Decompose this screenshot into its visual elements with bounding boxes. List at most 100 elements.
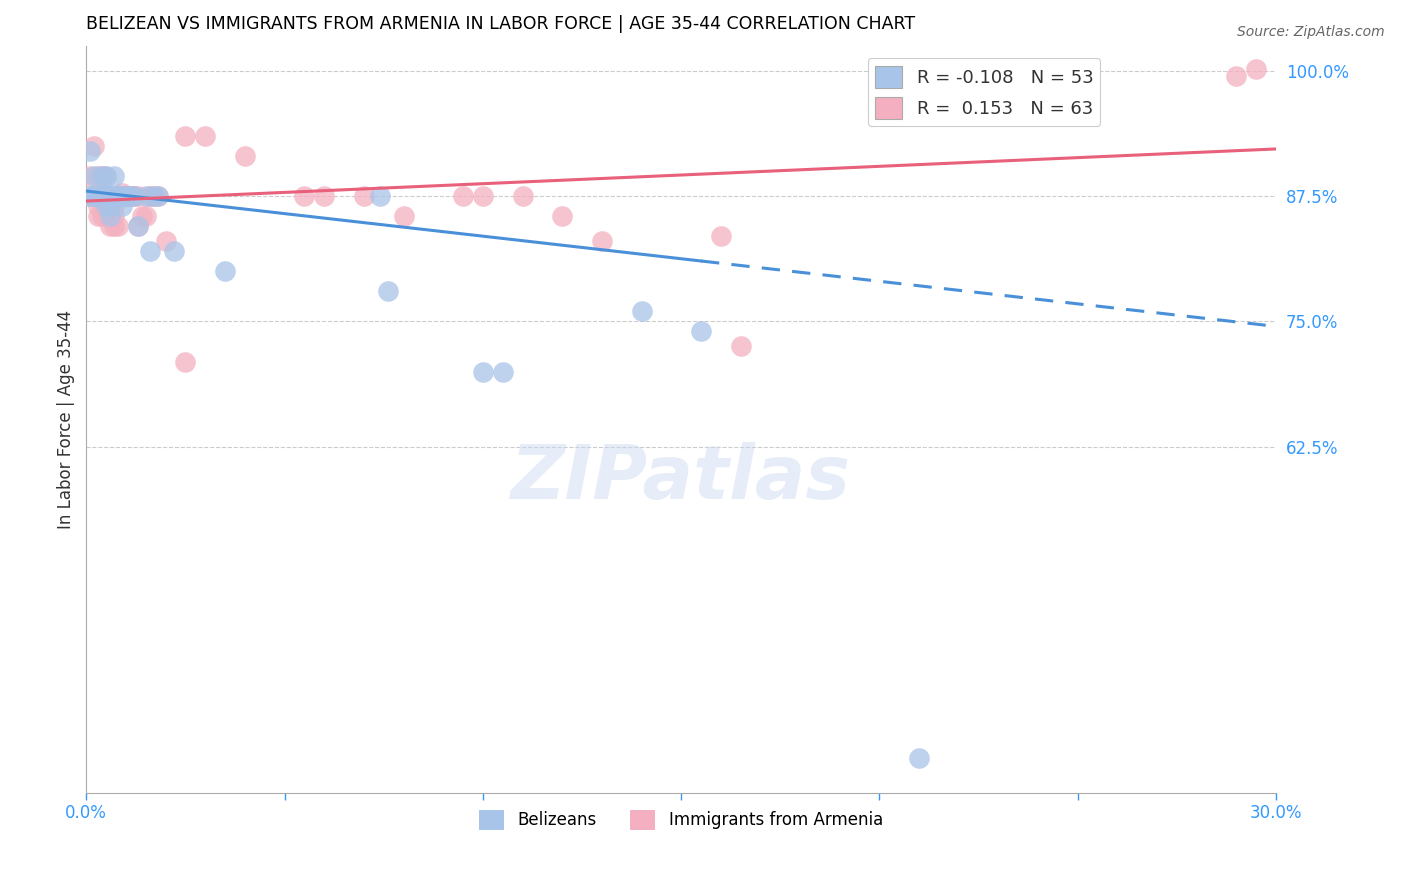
Point	[103, 189, 125, 203]
Point	[87, 189, 110, 203]
Point	[107, 189, 129, 203]
Point	[98, 209, 121, 223]
Point	[551, 209, 574, 223]
Point	[111, 189, 134, 203]
Point	[98, 189, 121, 203]
Point	[79, 189, 101, 203]
Point	[135, 189, 157, 203]
Point	[103, 189, 125, 203]
Point	[94, 189, 117, 203]
Point	[162, 244, 184, 259]
Point	[214, 264, 236, 278]
Point	[87, 199, 110, 213]
Point	[87, 189, 110, 203]
Point	[135, 209, 157, 223]
Point	[377, 285, 399, 299]
Point	[94, 199, 117, 213]
Point	[908, 750, 931, 764]
Point	[94, 189, 117, 203]
Point	[98, 219, 121, 234]
Point	[174, 128, 197, 143]
Point	[94, 209, 117, 223]
Text: BELIZEAN VS IMMIGRANTS FROM ARMENIA IN LABOR FORCE | AGE 35-44 CORRELATION CHART: BELIZEAN VS IMMIGRANTS FROM ARMENIA IN L…	[86, 15, 915, 33]
Point	[630, 304, 652, 318]
Point	[83, 139, 105, 153]
Point	[111, 189, 134, 203]
Point	[107, 219, 129, 234]
Point	[98, 189, 121, 203]
Point	[91, 189, 114, 203]
Point	[103, 209, 125, 223]
Point	[142, 189, 165, 203]
Point	[94, 199, 117, 213]
Point	[111, 199, 134, 213]
Point	[91, 189, 114, 203]
Point	[83, 169, 105, 183]
Point	[233, 149, 256, 163]
Point	[83, 189, 105, 203]
Point	[87, 189, 110, 203]
Point	[98, 209, 121, 223]
Point	[83, 189, 105, 203]
Point	[690, 325, 713, 339]
Point	[118, 189, 141, 203]
Point	[91, 169, 114, 183]
Point	[83, 189, 105, 203]
Point	[122, 189, 145, 203]
Point	[94, 169, 117, 183]
Point	[710, 229, 733, 244]
Point	[174, 354, 197, 368]
Point	[79, 144, 101, 158]
Point	[98, 189, 121, 203]
Point	[127, 219, 149, 234]
Point	[131, 209, 153, 223]
Point	[91, 189, 114, 203]
Point	[91, 189, 114, 203]
Point	[1246, 62, 1268, 76]
Point	[91, 169, 114, 183]
Point	[1225, 69, 1247, 83]
Legend: Belizeans, Immigrants from Armenia: Belizeans, Immigrants from Armenia	[472, 803, 890, 837]
Point	[98, 199, 121, 213]
Point	[139, 189, 162, 203]
Point	[98, 189, 121, 203]
Point	[103, 199, 125, 213]
Point	[122, 189, 145, 203]
Point	[127, 189, 149, 203]
Point	[91, 189, 114, 203]
Point	[142, 189, 165, 203]
Point	[118, 189, 141, 203]
Point	[146, 189, 169, 203]
Point	[471, 189, 494, 203]
Point	[91, 189, 114, 203]
Point	[87, 209, 110, 223]
Point	[98, 189, 121, 203]
Text: Source: ZipAtlas.com: Source: ZipAtlas.com	[1237, 25, 1385, 39]
Point	[512, 189, 534, 203]
Point	[79, 169, 101, 183]
Point	[87, 189, 110, 203]
Point	[103, 169, 125, 183]
Point	[107, 189, 129, 203]
Point	[83, 189, 105, 203]
Point	[103, 219, 125, 234]
Point	[94, 189, 117, 203]
Point	[115, 189, 138, 203]
Point	[492, 365, 515, 379]
Point	[83, 189, 105, 203]
Point	[368, 189, 391, 203]
Point	[353, 189, 375, 203]
Point	[91, 189, 114, 203]
Text: ZIPatlas: ZIPatlas	[512, 442, 851, 516]
Point	[115, 189, 138, 203]
Point	[122, 189, 145, 203]
Point	[155, 234, 177, 248]
Point	[451, 189, 474, 203]
Point	[87, 189, 110, 203]
Point	[94, 169, 117, 183]
Y-axis label: In Labor Force | Age 35-44: In Labor Force | Age 35-44	[58, 310, 75, 529]
Point	[127, 219, 149, 234]
Point	[98, 189, 121, 203]
Point	[111, 186, 134, 200]
Point	[146, 189, 169, 203]
